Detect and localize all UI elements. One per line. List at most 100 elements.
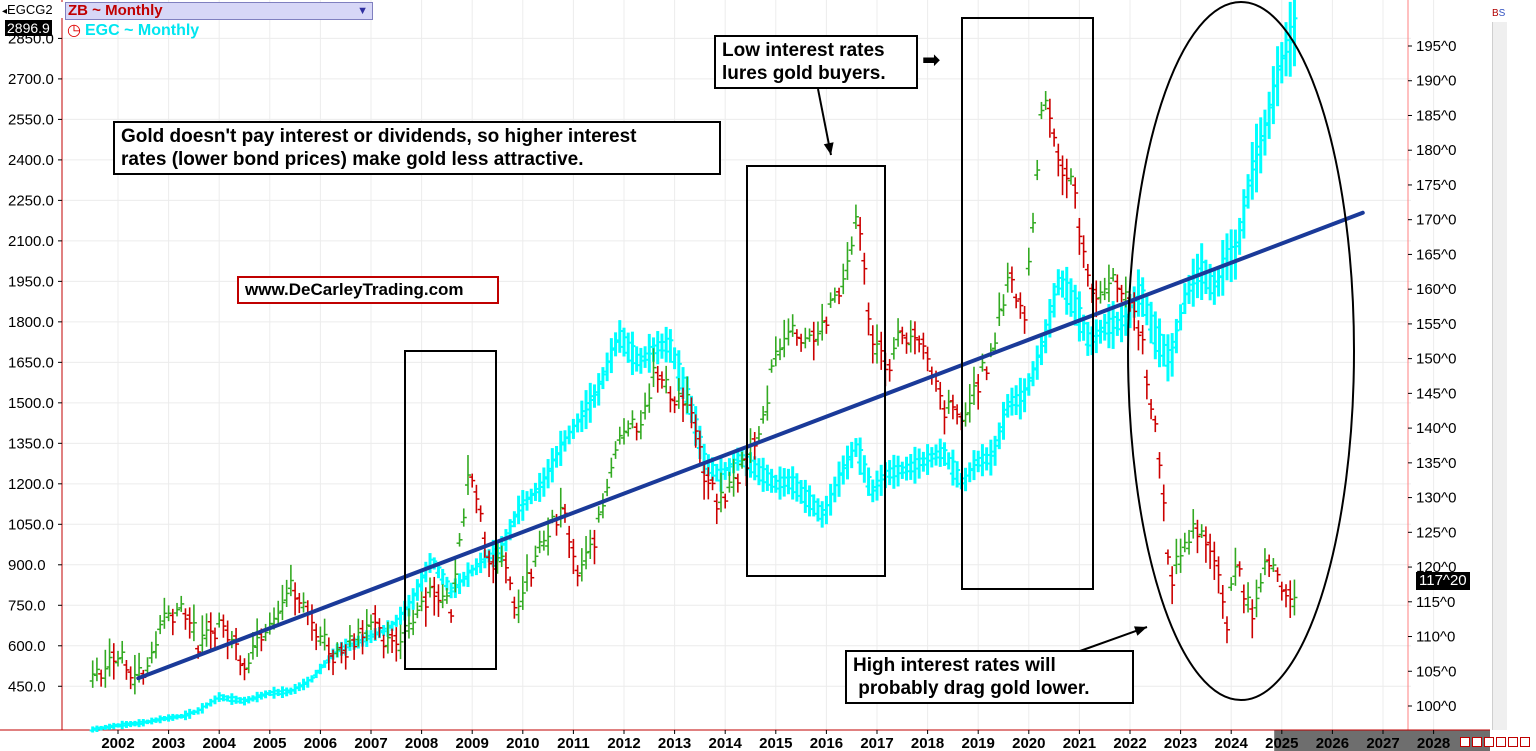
highlight-boxes	[404, 17, 1094, 670]
left-axis-tick-label: 1950.0	[8, 273, 54, 290]
zoom-icon[interactable]	[1460, 737, 1470, 747]
arrow-low-rates-head	[823, 142, 834, 155]
left-axis-tick-label: 450.0	[8, 678, 46, 695]
annotation-low-rates: Low interest rates lures gold buyers.	[714, 35, 918, 89]
website-label: www.DeCarleyTrading.com	[237, 276, 499, 304]
sell-label: S	[1498, 8, 1506, 19]
year-tick-label: 2022	[1113, 735, 1146, 751]
buy-sell-toggle[interactable]: BS	[1492, 8, 1505, 19]
right-axis-tick-label: 100^0	[1416, 698, 1456, 715]
left-axis-tick-label: 2250.0	[8, 192, 54, 209]
year-tick-label: 2007	[354, 735, 387, 751]
right-axis-tick-label: 105^0	[1416, 663, 1456, 680]
chevron-down-icon[interactable]: ▼	[357, 5, 368, 17]
annotation-line: High interest rates will	[853, 655, 1056, 676]
year-tick-label: 2011	[557, 735, 590, 751]
buy-label: B	[1492, 8, 1499, 19]
symbol-box[interactable]: ◂EGCG2	[2, 2, 64, 18]
year-tick-label: 2021	[1063, 735, 1096, 751]
arrow-high-rates-head	[1134, 626, 1147, 636]
year-tick-label: 2026	[1316, 735, 1349, 751]
settings-icon[interactable]	[1508, 737, 1518, 747]
fit-icon[interactable]	[1496, 737, 1506, 747]
forecast-ellipse	[1127, 1, 1355, 701]
right-axis-tick-label: 160^0	[1416, 281, 1456, 298]
right-axis-tick-label: 115^0	[1416, 594, 1455, 611]
annotation-line: rates (lower bond prices) make gold less…	[121, 149, 584, 170]
year-tick-label: 2023	[1164, 735, 1197, 751]
chart-tool-icons[interactable]	[1460, 737, 1530, 749]
year-tick-label: 2020	[1012, 735, 1045, 751]
annotation-high-rates: High interest rates will probably drag g…	[845, 650, 1134, 704]
year-tick-label: 2017	[860, 735, 893, 751]
right-axis-tick-label: 110^0	[1416, 629, 1455, 646]
year-tick-label: 2013	[658, 735, 691, 751]
right-axis-tick-label: 170^0	[1416, 212, 1456, 229]
right-axis-tick-label: 185^0	[1416, 107, 1456, 124]
right-axis-tick-label: 120^0	[1416, 559, 1456, 576]
highlight-box-2015	[746, 165, 886, 577]
scroll-right-icon[interactable]	[1484, 737, 1494, 747]
year-tick-label: 2016	[810, 735, 843, 751]
right-axis-tick-label: 195^0	[1416, 38, 1456, 55]
annotation-interest-dividends: Gold doesn't pay interest or dividends, …	[113, 121, 721, 175]
right-axis-tick-label: 180^0	[1416, 142, 1456, 159]
left-axis-tick-label: 600.0	[8, 638, 46, 655]
left-axis-tick-label: 1350.0	[8, 435, 54, 452]
symbol-label: EGCG2	[7, 2, 53, 17]
year-tick-label: 2008	[405, 735, 438, 751]
left-axis-tick-label: 1650.0	[8, 354, 54, 371]
left-axis-tick-label: 2550.0	[8, 111, 54, 128]
zb-legend-selector[interactable]: ZB ~ Monthly ▼	[65, 2, 373, 20]
year-tick-label: 2006	[304, 735, 337, 751]
annotation-line: Low interest rates	[722, 40, 885, 61]
year-tick-label: 2019	[962, 735, 995, 751]
year-tick-label: 2003	[152, 735, 185, 751]
egc-series	[89, 0, 1298, 733]
right-axis-tick-label: 190^0	[1416, 73, 1456, 90]
zb-series	[89, 91, 1298, 695]
left-axis-tick-label: 900.0	[8, 557, 46, 574]
year-tick-label: 2005	[253, 735, 286, 751]
year-tick-label: 2014	[709, 735, 743, 751]
highlight-box-2008	[404, 350, 497, 670]
left-axis-tick-label: 1500.0	[8, 395, 54, 412]
year-tick-label: 2024	[1215, 735, 1249, 751]
right-axis-tick-label: 140^0	[1416, 420, 1456, 437]
year-tick-label: 2002	[101, 735, 134, 751]
x-axis-strip	[0, 730, 1536, 751]
year-tick-label: 2025	[1265, 735, 1298, 751]
year-tick-label: 2009	[456, 735, 489, 751]
year-tick-label: 2027	[1366, 735, 1399, 751]
egc-legend-label: EGC ~ Monthly	[84, 22, 200, 39]
symbol-tick-icon: ◂	[2, 6, 8, 17]
left-axis-tick-label: 750.0	[8, 597, 46, 614]
scroll-left-icon[interactable]	[1472, 737, 1482, 747]
close-icon[interactable]	[1520, 737, 1530, 747]
year-tick-label: 2010	[506, 735, 539, 751]
zb-legend-label: ZB ~ Monthly	[68, 2, 163, 19]
highlight-box-2019	[961, 17, 1094, 590]
right-axis-tick-label: 135^0	[1416, 455, 1456, 472]
trend-line	[136, 210, 1365, 681]
annotation-line: lures gold buyers.	[722, 63, 886, 84]
future-years-band	[1274, 730, 1490, 751]
egc-legend[interactable]: ◷ EGC ~ Monthly	[67, 20, 199, 40]
right-arrow-icon: ➡	[922, 48, 941, 73]
year-tick-label: 2012	[607, 735, 640, 751]
right-axis-tick-label: 165^0	[1416, 246, 1456, 263]
left-axis-tick-label: 1200.0	[8, 476, 54, 493]
vertical-scrollbar[interactable]	[1492, 22, 1507, 730]
year-tick-label: 2004	[203, 735, 237, 751]
left-axis-tick-label: 1050.0	[8, 516, 54, 533]
left-axis-tick-label: 2400.0	[8, 152, 54, 169]
clock-icon: ◷	[67, 22, 81, 39]
annotation-line: probably drag gold lower.	[853, 678, 1090, 699]
right-last-price: 117^20	[1416, 572, 1470, 590]
right-axis-tick-label: 150^0	[1416, 351, 1456, 368]
left-axis-tick-label: 2700.0	[8, 71, 54, 88]
year-tick-label: 2028	[1417, 735, 1450, 751]
left-last-price: 2896.9	[5, 20, 52, 36]
annotation-line: Gold doesn't pay interest or dividends, …	[121, 126, 637, 147]
